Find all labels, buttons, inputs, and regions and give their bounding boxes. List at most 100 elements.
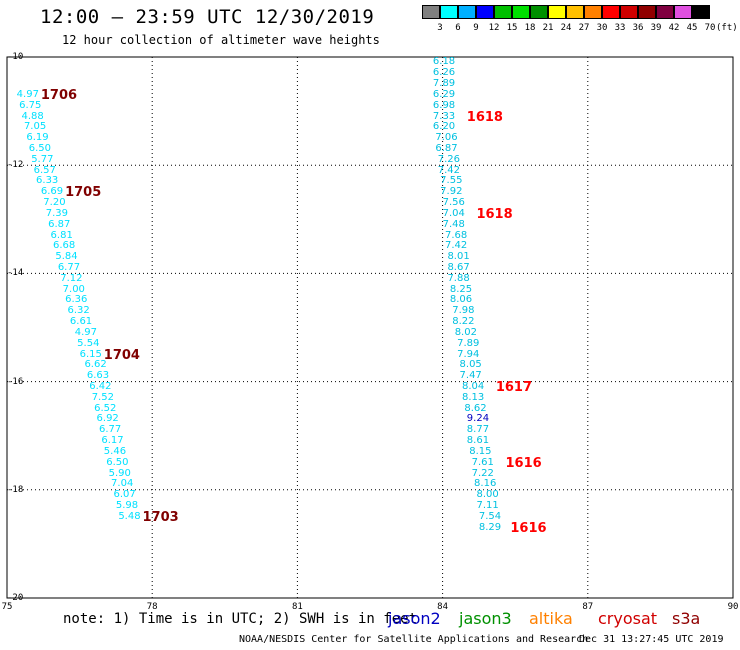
footer-credit: NOAA/NESDIS Center for Satellite Applica… <box>239 634 589 645</box>
satellite-cryosat: cryosat <box>598 609 658 628</box>
time-label: 1704 <box>103 347 140 363</box>
swh-value-s3a: 6.50 <box>106 456 129 468</box>
swh-value-s3a: 6.50 <box>28 142 52 154</box>
swh-value-s3a: 4.97 <box>16 88 39 100</box>
colorbar-label: 70 <box>704 23 716 33</box>
y-tick-label: -10 <box>7 52 24 62</box>
satellite-s3a: s3a <box>672 609 701 628</box>
colorbar-label: 36 <box>632 23 644 33</box>
swh-value-cryosat: 8.06 <box>449 294 473 306</box>
swh-value-s3a: 7.12 <box>60 272 83 284</box>
swh-value-cryosat: 7.94 <box>457 348 480 360</box>
time-label: 1703 <box>142 509 179 525</box>
swh-value-cryosat: 8.61 <box>466 435 490 447</box>
colorbar-unit: (ft) <box>716 23 738 33</box>
swh-value-cryosat: 7.47 <box>459 370 482 382</box>
swh-value-s3a: 6.32 <box>67 305 90 317</box>
time-label: 1616 <box>510 520 547 536</box>
time-label: 1618 <box>476 206 513 222</box>
swh-value-s3a: 6.42 <box>89 381 112 392</box>
colorbar-swatch <box>566 5 584 19</box>
swh-value-cryosat: 7.54 <box>478 510 502 522</box>
swh-value-s3a: 6.36 <box>65 294 88 306</box>
swh-value-cryosat: 7.92 <box>440 186 463 198</box>
y-tick-label: -14 <box>7 268 24 279</box>
page-title: 12:00 – 23:59 UTC 12/30/2019 <box>40 6 375 28</box>
satellite-jason3: jason3 <box>459 609 512 628</box>
colorbar-label: 12 <box>488 23 500 33</box>
swh-value-cryosat: 8.04 <box>461 381 485 392</box>
swh-value-cryosat: 8.05 <box>459 359 482 371</box>
swh-value-s3a: 7.52 <box>91 391 114 403</box>
swh-value-s3a: 4.97 <box>74 326 98 338</box>
swh-value-cryosat: 8.16 <box>474 478 497 490</box>
swh-value-cryosat: 8.01 <box>447 251 470 263</box>
swh-value-cryosat: 7.61 <box>471 456 494 468</box>
swh-value-s3a: 7.00 <box>62 283 85 295</box>
colorbar-label: 33 <box>614 23 626 33</box>
colorbar-swatch <box>620 5 638 19</box>
x-tick-label: 90 <box>727 602 739 612</box>
x-tick-label: 81 <box>291 602 303 612</box>
time-label: 1617 <box>495 380 533 395</box>
colorbar-label: 21 <box>542 23 554 33</box>
footer-timestamp: Dec 31 13:27:45 UTC 2019 <box>579 634 724 645</box>
swh-value-cryosat: 8.62 <box>464 402 487 414</box>
swh-value-cryosat: 9.24 <box>466 413 490 425</box>
colorbar-label: 45 <box>686 23 698 33</box>
swh-value-cryosat: 8.67 <box>447 261 470 273</box>
swh-value-s3a: 7.39 <box>45 207 68 219</box>
swh-value-cryosat: 6.20 <box>432 121 456 133</box>
colorbar-label: 18 <box>524 23 536 33</box>
swh-value-cryosat: 8.77 <box>466 424 490 436</box>
swh-value-cryosat: 7.55 <box>440 175 463 187</box>
swh-value-cryosat: 7.33 <box>432 110 456 122</box>
plot-frame <box>6 56 734 599</box>
colorbar-label: 15 <box>506 23 518 33</box>
swh-value-cryosat: 8.29 <box>478 521 502 533</box>
satellite-altika: altika <box>529 609 573 628</box>
swh-value-s3a: 6.68 <box>52 240 76 252</box>
time-label: 1618 <box>466 109 503 125</box>
colorbar-swatch <box>422 5 440 19</box>
colorbar-swatch <box>476 5 494 19</box>
swh-value-s3a: 6.52 <box>94 402 117 414</box>
swh-value-cryosat: 8.13 <box>461 391 485 403</box>
swh-value-s3a: 6.75 <box>19 99 42 111</box>
swh-value-s3a: 4.88 <box>21 110 44 122</box>
swh-value-s3a: 7.20 <box>43 197 66 209</box>
footer-note: note: 1) Time is in UTC; 2) SWH is in fe… <box>63 611 418 627</box>
y-tick-label: -12 <box>7 160 24 171</box>
swh-value-s3a: 6.61 <box>69 316 93 328</box>
swh-value-cryosat: 7.22 <box>471 467 494 479</box>
time-label: 1616 <box>505 455 542 471</box>
colorbar-swatch <box>584 5 602 19</box>
swh-value-s3a: 6.17 <box>101 435 124 447</box>
x-tick-label: 84 <box>437 602 449 612</box>
swh-value-s3a: 6.15 <box>79 348 102 360</box>
swh-value-s3a: 5.46 <box>103 445 127 457</box>
time-label: 1705 <box>65 185 102 201</box>
colorbar-swatch <box>548 5 566 19</box>
swh-value-cryosat: 8.22 <box>452 316 475 328</box>
swh-value-cryosat: 7.88 <box>447 272 470 284</box>
swh-value-s3a: 6.69 <box>40 186 64 198</box>
colorbar-swatch <box>602 5 620 19</box>
swh-value-s3a: 6.81 <box>50 229 73 241</box>
swh-value-s3a: 5.48 <box>118 510 141 522</box>
colorbar-label: 39 <box>650 23 662 33</box>
y-tick-label: -18 <box>7 484 24 495</box>
colorbar-swatch <box>692 5 710 19</box>
swh-value-s3a: 5.98 <box>115 500 139 512</box>
colorbar-swatch <box>494 5 512 19</box>
swh-value-cryosat: 7.06 <box>435 132 458 144</box>
swh-value-s3a: 6.77 <box>57 261 81 273</box>
colorbar-label: 24 <box>560 23 572 33</box>
y-tick-label: -20 <box>7 593 24 603</box>
swh-value-s3a: 7.04 <box>111 478 134 490</box>
swh-value-cryosat: 7.89 <box>457 337 480 349</box>
page-subtitle: 12 hour collection of altimeter wave hei… <box>62 33 380 47</box>
swh-value-cryosat: 8.15 <box>469 445 492 457</box>
swh-value-s3a: 6.77 <box>98 424 122 436</box>
